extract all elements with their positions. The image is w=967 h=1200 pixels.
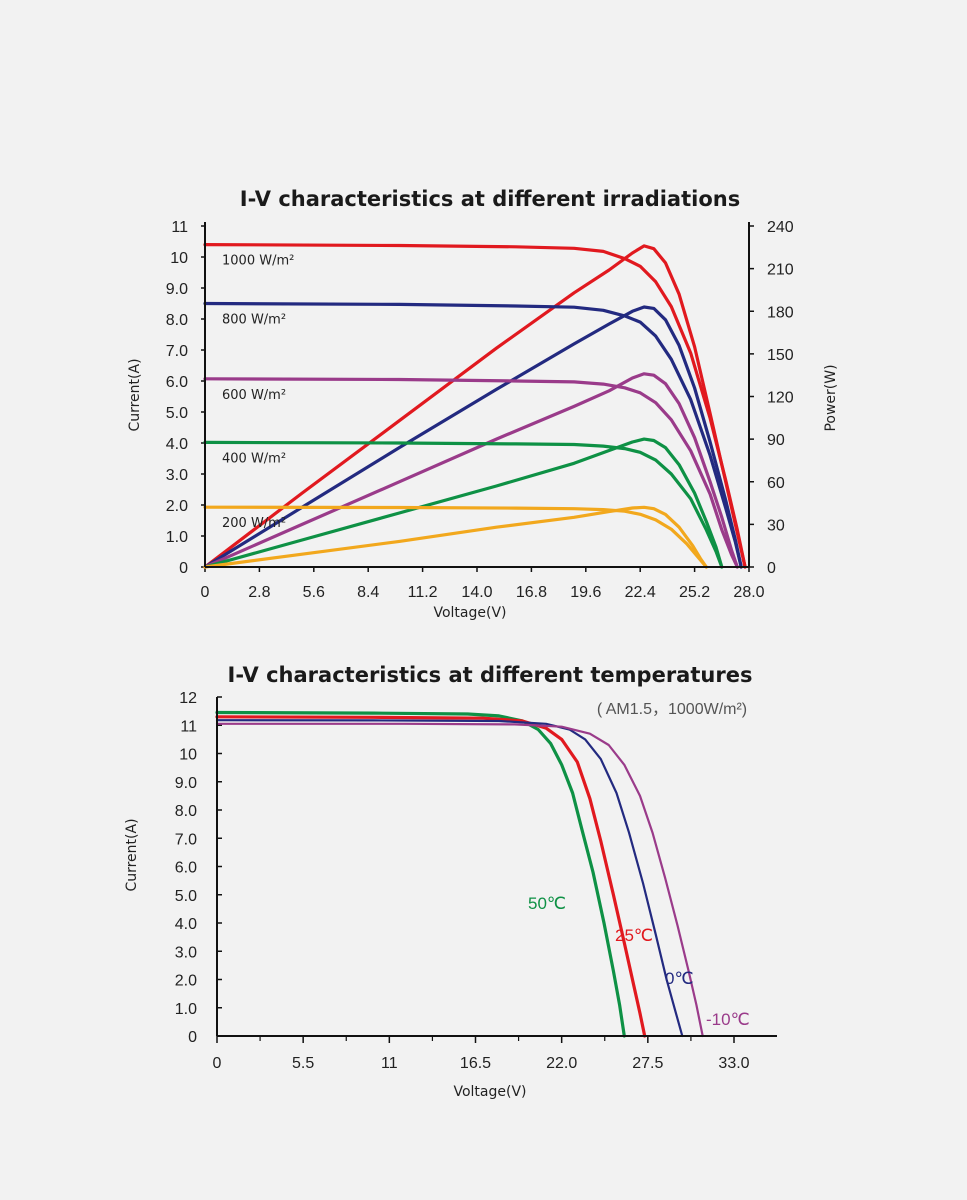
chart2-x-ticks: 0 5.5 11 16.5 22.0 27.5 33.0 bbox=[213, 1036, 750, 1072]
x-tick-label: 22.4 bbox=[625, 584, 656, 601]
y-tick-label: 11 bbox=[171, 219, 188, 236]
current-curve bbox=[203, 440, 724, 569]
y-tick-label: 8.0 bbox=[166, 312, 188, 329]
chart1-series bbox=[203, 243, 747, 569]
chart2-y-ticks: 0 1.0 2.0 3.0 4.0 5.0 6.0 7.0 8.0 9.0 10 11 12 bbox=[175, 690, 222, 1046]
x-tick-label: 16.8 bbox=[516, 584, 547, 601]
y-tick-label: 1.0 bbox=[166, 529, 188, 546]
y-tick-label: 11 bbox=[180, 718, 197, 735]
y-tick-label: 9.0 bbox=[175, 775, 197, 792]
y-tick-label: 7.0 bbox=[166, 343, 188, 360]
y2-tick-label: 90 bbox=[767, 432, 785, 449]
chart2-title: I-V characteristics at different tempera… bbox=[228, 663, 753, 687]
x-tick-label: 16.5 bbox=[460, 1055, 491, 1072]
x-tick-label: 27.5 bbox=[632, 1055, 663, 1072]
x-tick-label: 2.8 bbox=[248, 584, 270, 601]
y-tick-label: 3.0 bbox=[166, 467, 188, 484]
y2-tick-label: 150 bbox=[767, 347, 794, 364]
temperature-label: 50℃ bbox=[528, 894, 566, 913]
x-tick-label: 22.0 bbox=[546, 1055, 577, 1072]
irradiance-label: 1000 W/m² bbox=[222, 254, 294, 269]
chart1-y2-ticks: 0 30 60 90 120 150 180 210 240 bbox=[749, 219, 794, 577]
y-tick-label: 7.0 bbox=[175, 831, 197, 848]
x-tick-label: 14.0 bbox=[461, 584, 492, 601]
y2-tick-label: 0 bbox=[767, 560, 776, 577]
chart2-series bbox=[215, 710, 704, 1038]
x-tick-label: 0 bbox=[213, 1055, 222, 1072]
y2-tick-label: 120 bbox=[767, 390, 794, 407]
chart2-conditions: ( AM1.5，1000W/m²) bbox=[597, 701, 747, 718]
power-curve bbox=[203, 372, 739, 569]
x-tick-label: 0 bbox=[201, 584, 210, 601]
y-tick-label: 12 bbox=[179, 690, 197, 707]
irradiance-label: 600 W/m² bbox=[222, 388, 286, 403]
current-curve bbox=[203, 505, 708, 569]
chart1-y-label: Current(A) bbox=[127, 358, 143, 431]
x-tick-label: 5.6 bbox=[303, 584, 325, 601]
irradiance-label: 800 W/m² bbox=[222, 313, 286, 328]
y-tick-label: 9.0 bbox=[166, 281, 188, 298]
y2-tick-label: 60 bbox=[767, 475, 785, 492]
temperature-label: 25℃ bbox=[615, 926, 653, 945]
y-tick-label: 0 bbox=[188, 1029, 197, 1046]
y-tick-label: 5.0 bbox=[166, 405, 188, 422]
temperature-label: 0℃ bbox=[665, 969, 694, 988]
temperature-label: -10℃ bbox=[706, 1010, 750, 1029]
irradiance-label: 200 W/m² bbox=[222, 516, 286, 531]
chart1-y2-label: Power(W) bbox=[823, 364, 839, 431]
temperature-curve bbox=[215, 722, 704, 1038]
y-tick-label: 6.0 bbox=[166, 374, 188, 391]
y-tick-label: 10 bbox=[170, 250, 188, 267]
x-tick-label: 8.4 bbox=[357, 584, 379, 601]
x-tick-label: 11.2 bbox=[408, 584, 438, 601]
current-curve bbox=[203, 301, 743, 569]
y-tick-label: 1.0 bbox=[175, 1001, 197, 1018]
chart1-title: I-V characteristics at different irradia… bbox=[240, 187, 740, 211]
power-curve bbox=[203, 305, 743, 569]
chart2-x-label: Voltage(V) bbox=[453, 1084, 526, 1100]
x-tick-label: 33.0 bbox=[718, 1055, 749, 1072]
current-curve bbox=[203, 377, 739, 569]
y-tick-label: 2.0 bbox=[175, 973, 197, 990]
y-tick-label: 6.0 bbox=[175, 860, 197, 877]
y-tick-label: 2.0 bbox=[166, 498, 188, 515]
y2-tick-label: 240 bbox=[767, 219, 794, 236]
x-tick-label: 5.5 bbox=[292, 1055, 314, 1072]
irradiation-chart: I-V characteristics at different irradia… bbox=[127, 187, 839, 621]
current-curve bbox=[203, 243, 747, 569]
chart2-series-labels: 50℃ 25℃ 0℃ -10℃ bbox=[528, 894, 750, 1029]
y2-tick-label: 180 bbox=[767, 304, 794, 321]
power-curve bbox=[203, 437, 724, 569]
y2-tick-label: 30 bbox=[767, 517, 785, 534]
chart1-series-labels: 1000 W/m² 800 W/m² 600 W/m² 400 W/m² 200 W/m… bbox=[222, 254, 294, 532]
temperature-curve bbox=[215, 715, 647, 1038]
irradiance-label: 400 W/m² bbox=[222, 451, 286, 466]
power-curve bbox=[203, 505, 708, 569]
chart1-x-ticks: 0 2.8 5.6 8.4 11.2 14.0 16.8 19.6 22.4 25.2 28.0 bbox=[201, 567, 765, 601]
chart1-x-label: Voltage(V) bbox=[433, 605, 506, 621]
y2-tick-label: 210 bbox=[767, 262, 794, 279]
temperature-chart: I-V characteristics at different tempera… bbox=[124, 663, 777, 1100]
x-tick-label: 28.0 bbox=[733, 584, 764, 601]
x-tick-label: 25.2 bbox=[679, 584, 710, 601]
y-tick-label: 4.0 bbox=[166, 436, 188, 453]
y-tick-label: 4.0 bbox=[175, 916, 197, 933]
temperature-curve bbox=[215, 710, 626, 1038]
y-tick-label: 5.0 bbox=[175, 888, 197, 905]
chart1-y-ticks: 0 1.0 2.0 3.0 4.0 5.0 6.0 7.0 8.0 9.0 10 11 bbox=[166, 219, 205, 577]
y-tick-label: 8.0 bbox=[175, 803, 197, 820]
y-tick-label: 0 bbox=[179, 560, 188, 577]
temperature-curve bbox=[215, 719, 684, 1038]
x-tick-label: 19.6 bbox=[570, 584, 601, 601]
y-tick-label: 10 bbox=[179, 747, 197, 764]
chart2-y-label: Current(A) bbox=[124, 818, 140, 891]
x-tick-label: 11 bbox=[381, 1055, 398, 1072]
y-tick-label: 3.0 bbox=[175, 944, 197, 961]
